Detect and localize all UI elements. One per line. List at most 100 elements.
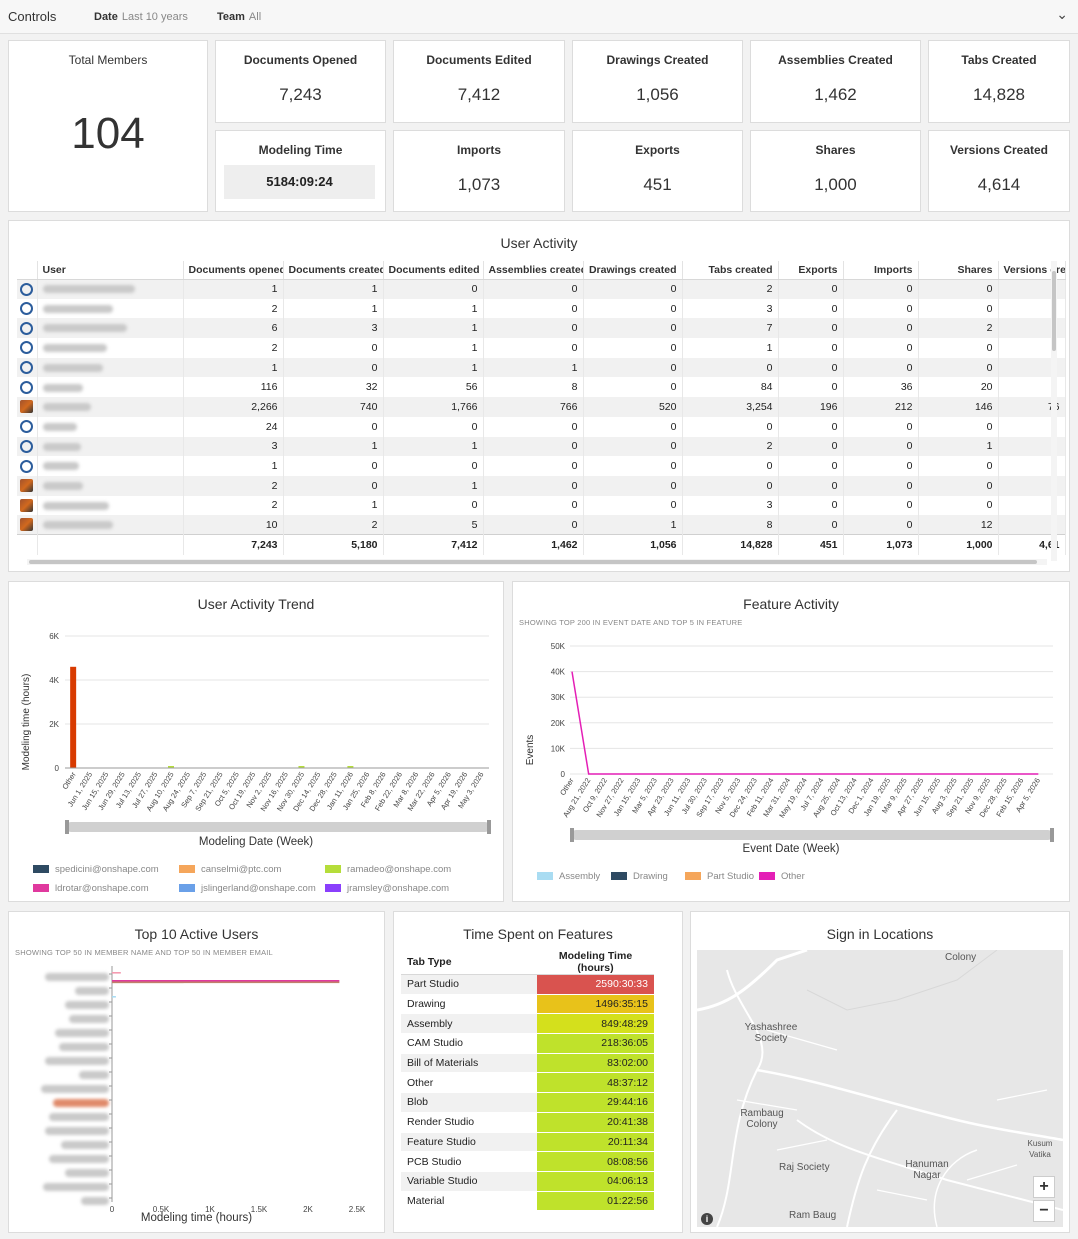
vertical-scrollbar[interactable] (1051, 261, 1057, 561)
column-header[interactable]: Tab Type (401, 950, 537, 975)
zoom-in-button[interactable]: + (1033, 1176, 1055, 1198)
table-cell: 0 (843, 318, 919, 339)
table-row[interactable]: Variable Studio 04:06:13 (401, 1171, 654, 1192)
table-row[interactable]: 116 32 56 8 0 84 0 36 20 (17, 377, 1066, 398)
legend-item[interactable]: jslingerland@onshape.com (179, 883, 316, 894)
top-users-chart: 0 0.5K 1K 1.5K 2K 2.5K (109, 966, 366, 1212)
table-row[interactable]: Blob 29:44:16 (401, 1092, 654, 1113)
kpi-label: Modeling Time (258, 143, 343, 157)
scroll-thumb[interactable] (1052, 271, 1056, 351)
kpi-imports: Imports 1,073 (393, 130, 565, 212)
total-cell: 1,073 (843, 534, 919, 555)
slider-handle-left[interactable] (65, 820, 69, 834)
legend-item[interactable]: canselmi@ptc.com (179, 864, 281, 875)
table-cell: 0 (583, 377, 683, 398)
column-header[interactable]: Versions create (998, 261, 1066, 280)
legend-item[interactable]: ldrotar@onshape.com (33, 883, 149, 894)
column-header[interactable]: Tabs created (682, 261, 779, 280)
table-cell: 0 (778, 436, 844, 457)
zoom-out-button[interactable]: − (1033, 1200, 1055, 1222)
kpi-tabs-created: Tabs Created 14,828 (928, 40, 1070, 123)
table-row[interactable]: Part Studio 2590:30:33 (401, 974, 654, 995)
legend-item[interactable]: ramadeo@onshape.com (325, 864, 451, 875)
kpi-value: 1,462 (814, 85, 857, 104)
column-header[interactable]: User (37, 261, 184, 280)
column-header[interactable]: Documents created (283, 261, 384, 280)
modeling-time-cell: 20:41:38 (537, 1112, 654, 1133)
table-row[interactable]: Feature Studio 20:11:34 (401, 1132, 654, 1153)
legend-swatch (537, 872, 553, 881)
total-cell: 451 (778, 534, 844, 555)
column-header[interactable]: Exports (778, 261, 844, 280)
table-cell: 3 (682, 495, 779, 516)
legend-item[interactable]: Assembly (537, 871, 600, 882)
table-cell: 1 (383, 436, 484, 457)
table-cell: 0 (583, 416, 683, 437)
kpi-label: Imports (456, 143, 501, 157)
table-row[interactable]: 10 2 5 0 1 8 0 0 12 (17, 515, 1066, 535)
table-cell: 0 (843, 357, 919, 378)
user-activity-title: User Activity (500, 235, 578, 251)
table-cell: 0 (843, 298, 919, 319)
horizontal-scrollbar[interactable] (27, 559, 1047, 565)
legend-item[interactable]: Drawing (611, 871, 668, 882)
modeling-time-cell: 29:44:16 (537, 1092, 654, 1113)
table-cell: 0 (682, 416, 779, 437)
column-header[interactable]: Imports (843, 261, 919, 280)
redacted-user-name (42, 324, 127, 333)
table-cell: 2 (283, 515, 384, 535)
kpi-value: 104 (71, 109, 145, 158)
team-filter[interactable]: Team All (217, 11, 261, 23)
chart-range-slider[interactable] (67, 822, 489, 832)
table-row[interactable]: Material 01:22:56 (401, 1191, 654, 1212)
table-row[interactable]: Bill of Materials 83:02:00 (401, 1053, 654, 1074)
table-cell: 1 (383, 357, 484, 378)
column-header[interactable]: Documents opened (183, 261, 284, 280)
legend-item[interactable]: jramsley@onshape.com (325, 883, 449, 894)
table-row[interactable]: 24 0 0 0 0 0 0 0 0 (17, 416, 1066, 437)
chevron-down-icon[interactable]: ⌄ (1056, 6, 1068, 22)
chart-range-slider[interactable] (572, 830, 1052, 840)
scroll-thumb[interactable] (29, 560, 1037, 564)
table-cell: 0 (843, 436, 919, 457)
date-filter[interactable]: Date Last 10 years (94, 11, 188, 23)
user-cell (37, 338, 184, 358)
column-header[interactable]: Assemblies created (483, 261, 584, 280)
avatar-cell (17, 298, 38, 319)
info-icon[interactable]: i (701, 1213, 713, 1225)
legend-item[interactable]: spedicini@onshape.com (33, 864, 159, 875)
redacted-user-name (42, 383, 83, 392)
column-header[interactable]: Shares (918, 261, 999, 280)
column-header[interactable]: Drawings created (583, 261, 683, 280)
table-row[interactable]: Other 48:37:12 (401, 1072, 654, 1094)
slider-handle-left[interactable] (570, 828, 574, 842)
modeling-time-cell: 20:11:34 (537, 1132, 654, 1153)
table-cell: 0 (383, 456, 484, 476)
legend-item[interactable]: Other (759, 871, 805, 882)
legend-item[interactable]: Part Studio (685, 871, 754, 882)
sign-in-map[interactable]: Colony Yashashree Society Rambaug Colony… (697, 950, 1063, 1227)
total-cell: 1,462 (483, 534, 584, 555)
kpi-label: Assemblies Created (778, 53, 893, 67)
table-row[interactable]: Assembly 849:48:29 (401, 1013, 654, 1035)
table-row[interactable]: Drawing 1496:35:15 (401, 994, 654, 1015)
table-cell: 1 (183, 456, 284, 476)
slider-handle-right[interactable] (1050, 828, 1054, 842)
table-row[interactable]: PCB Studio 08:08:56 (401, 1151, 654, 1172)
column-header[interactable]: Documents edited (383, 261, 484, 280)
table-row[interactable]: Render Studio 20:41:38 (401, 1112, 654, 1133)
chart-legend: Assembly Drawing Part Studio Other (537, 871, 1057, 885)
table-row[interactable]: CAM Studio 218:36:05 (401, 1033, 654, 1054)
slider-handle-right[interactable] (487, 820, 491, 834)
column-header[interactable]: Modeling Time (hours) (537, 950, 654, 975)
